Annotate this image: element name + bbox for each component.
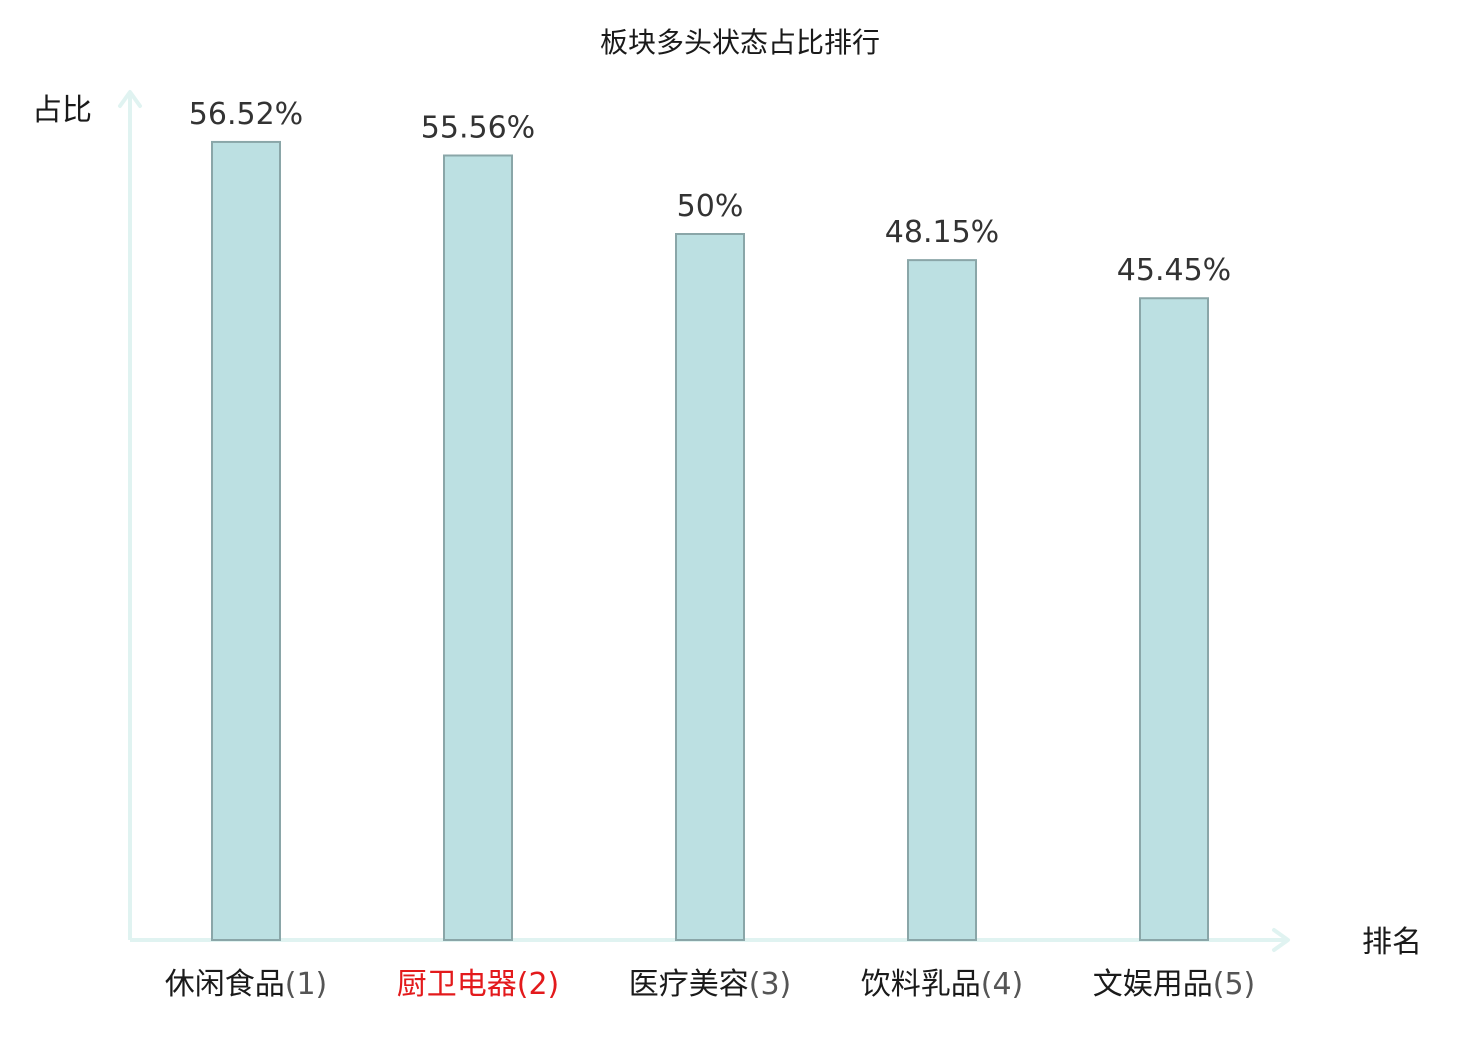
bars-group — [211, 140, 1209, 942]
bar-value-label: 55.56% — [421, 110, 535, 145]
category-rank: (5) — [1213, 967, 1256, 1002]
bar-value-label: 48.15% — [885, 215, 999, 250]
category-rank: (3) — [749, 967, 792, 1002]
bar — [675, 233, 745, 941]
bar-value-label: 50% — [677, 189, 744, 224]
category-label: 厨卫电器(2) — [397, 967, 560, 1002]
category-rank: (4) — [981, 967, 1024, 1002]
bar-value-label: 56.52% — [189, 97, 303, 132]
category-name: 文娱用品 — [1093, 967, 1213, 1002]
bar — [1139, 297, 1209, 942]
bar — [907, 259, 977, 941]
category-label: 文娱用品(5) — [1093, 967, 1256, 1002]
y-axis-label: 占比 — [32, 93, 92, 128]
bar — [211, 140, 281, 941]
category-name: 医疗美容 — [629, 967, 749, 1002]
category-label: 休闲食品(1) — [165, 967, 328, 1002]
x-axis-label: 排名 — [1362, 925, 1422, 960]
category-rank: (1) — [285, 967, 328, 1002]
category-name: 休闲食品 — [165, 967, 285, 1002]
category-name: 饮料乳品 — [861, 967, 981, 1002]
x-axis-arrow — [1272, 928, 1290, 952]
y-axis-arrow — [118, 90, 142, 108]
category-name: 厨卫电器 — [397, 967, 517, 1002]
chart-title: 板块多头状态占比排行 — [600, 26, 880, 59]
category-label: 饮料乳品(4) — [861, 967, 1024, 1002]
category-rank: (2) — [517, 967, 560, 1002]
bar-value-label: 45.45% — [1117, 253, 1231, 288]
category-label: 医疗美容(3) — [629, 967, 792, 1002]
labels-group: 56.52% 休闲食品(1) 55.56% 厨卫电器(2) 50% 医疗美容(3) 48.1… — [165, 97, 1256, 1002]
bar — [443, 154, 513, 941]
